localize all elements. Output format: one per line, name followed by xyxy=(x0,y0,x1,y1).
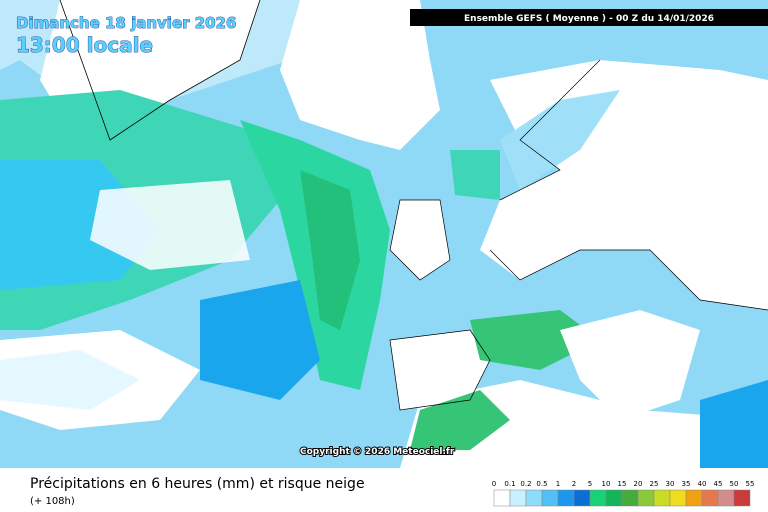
legend-label: 2 xyxy=(572,480,576,488)
time: 13:00 locale xyxy=(16,33,153,57)
date: Dimanche 18 janvier 2026 xyxy=(16,14,237,32)
copyright: Copyright © 2026 Meteociel.fr xyxy=(300,447,455,457)
legend-swatch xyxy=(509,489,527,507)
legend-label: 55 xyxy=(746,480,755,488)
legend-label: 50 xyxy=(730,480,739,488)
legend-label: 45 xyxy=(714,480,723,488)
legend-swatch xyxy=(717,489,735,507)
legend-swatch xyxy=(621,489,639,507)
legend-label: 10 xyxy=(602,480,611,488)
footer-title: Précipitations en 6 heures (mm) et risqu… xyxy=(30,476,365,492)
legend-label: 35 xyxy=(682,480,691,488)
legend-swatch xyxy=(605,489,623,507)
legend-label: 0.5 xyxy=(536,480,547,488)
legend-label: 0.2 xyxy=(520,480,531,488)
legend-swatch xyxy=(589,489,607,507)
legend-label: 1 xyxy=(556,480,560,488)
legend-label: 15 xyxy=(618,480,627,488)
legend-swatch xyxy=(637,489,655,507)
legend-swatch xyxy=(493,489,511,507)
legend-label: 0 xyxy=(492,480,496,488)
run-box xyxy=(410,9,768,26)
legend-label: 20 xyxy=(634,480,643,488)
legend-swatch xyxy=(653,489,671,507)
run-info: Ensemble GEFS ( Moyenne ) - 00 Z du 14/0… xyxy=(464,14,714,24)
legend-swatch xyxy=(525,489,543,507)
legend-swatch xyxy=(733,489,751,507)
legend-label: 30 xyxy=(666,480,675,488)
legend-label: 5 xyxy=(588,480,592,488)
legend-swatch xyxy=(669,489,687,507)
legend: 0 0.1 0.2 0.5 1 2 5 10 15 20 25 30 35 40 45 50 55 xyxy=(492,480,755,507)
legend-swatch xyxy=(685,489,703,507)
legend-swatch xyxy=(573,489,591,507)
legend-label: 40 xyxy=(698,480,707,488)
legend-swatch xyxy=(541,489,559,507)
legend-label: 25 xyxy=(650,480,659,488)
map xyxy=(0,0,768,468)
legend-swatch xyxy=(701,489,719,507)
legend-swatch xyxy=(557,489,575,507)
footer-lead: (+ 108h) xyxy=(30,496,75,507)
legend-label: 0.1 xyxy=(504,480,515,488)
